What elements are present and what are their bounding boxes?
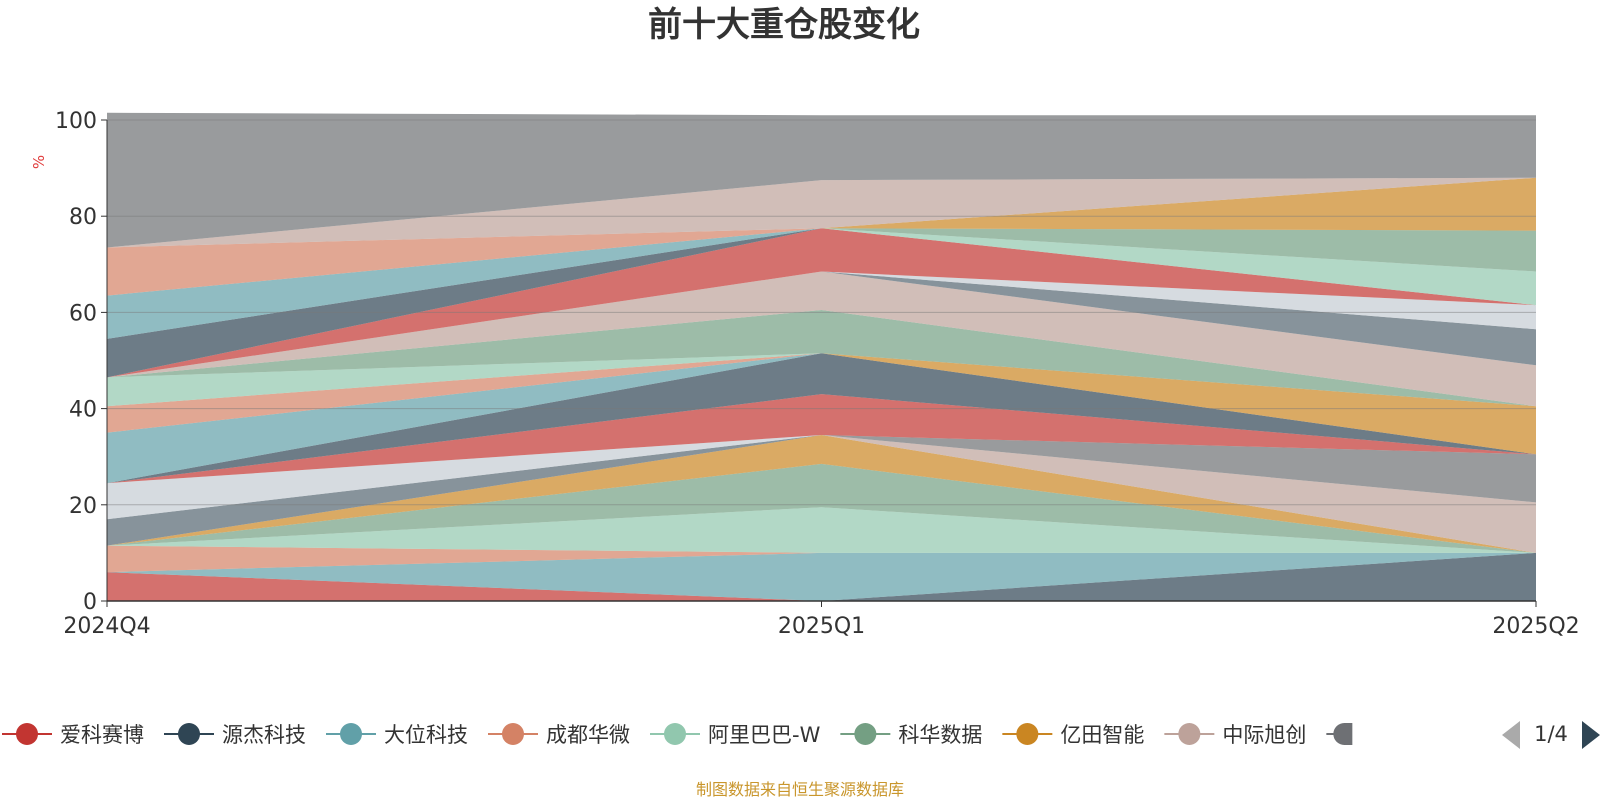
area-series-30	[107, 112, 1536, 248]
legend-label: 中际旭创	[1222, 723, 1306, 747]
legend-label: 阿里巴巴-W	[708, 723, 821, 747]
y-tick-label: 100	[55, 109, 97, 134]
area-series-18	[107, 309, 1536, 407]
legend-item[interactable]: 中际旭创	[1164, 723, 1306, 747]
stacked-areas	[107, 112, 1536, 601]
chart-title: 前十大重仓股变化	[648, 5, 920, 45]
area-series-21	[107, 271, 1536, 378]
legend-page-indicator: 1/4	[1534, 722, 1568, 746]
legend-next-page-icon[interactable]	[1582, 721, 1600, 749]
legend-item[interactable]: 科华数据	[840, 723, 982, 747]
area-series-13	[107, 353, 1536, 484]
area-series-3	[107, 552, 1536, 601]
legend-marker	[1016, 723, 1039, 745]
x-tick-label: 2024Q4	[63, 614, 150, 639]
legend-label: 亿田智能	[1060, 723, 1144, 747]
y-tick-label: 80	[69, 205, 97, 230]
area-series-10	[107, 435, 1536, 546]
legend-label: 大位科技	[384, 723, 468, 747]
area-series-9	[107, 435, 1536, 546]
legend-marker	[1333, 723, 1353, 745]
legend-item[interactable]: 源杰科技	[164, 723, 306, 747]
legend-marker	[502, 723, 524, 745]
area-series-17	[107, 353, 1536, 407]
y-axis-unit: %	[30, 155, 48, 169]
legend-marker	[1178, 723, 1201, 745]
area-series-27	[107, 228, 1536, 296]
area-series-16	[107, 353, 1536, 455]
y-tick-label: 20	[69, 494, 97, 519]
legend-item[interactable]: 亿田智能	[1002, 723, 1144, 747]
area-series-8	[107, 435, 1536, 553]
area-series-25	[107, 228, 1536, 339]
legend-label: 源杰科技	[222, 723, 306, 747]
legend-marker	[178, 723, 200, 745]
x-tick-label: 2025Q2	[1492, 614, 1579, 639]
legend-item[interactable]: 阿里巴巴-W	[650, 723, 821, 747]
legend-marker	[664, 723, 686, 745]
legend-marker	[854, 723, 877, 745]
area-series-26	[107, 228, 1536, 296]
y-tick-label: 0	[83, 590, 97, 615]
area-series-24	[107, 228, 1536, 378]
area-series-4	[107, 545, 1536, 573]
area-series-29	[107, 177, 1536, 248]
area-series-6	[107, 463, 1536, 553]
source-note: 制图数据来自恒生聚源数据库	[696, 780, 904, 799]
legend-item[interactable]: 成都华微	[488, 723, 630, 747]
legend-item[interactable]: 大位科技	[326, 723, 468, 747]
axes: 0 20 40 60 80 100 2024Q4 2025Q1 2025Q2	[55, 109, 1580, 639]
area-series-14	[107, 353, 1536, 484]
area-series-2	[107, 552, 1536, 601]
area-series-23	[107, 228, 1536, 378]
legend-marker	[16, 723, 38, 745]
area-series-19	[107, 271, 1536, 407]
area-series-20	[107, 271, 1536, 378]
legend-prev-page-icon[interactable]	[1502, 721, 1520, 749]
y-tick-label: 40	[69, 398, 97, 423]
legend-label: 爱科赛博	[60, 723, 144, 747]
legend-marker	[340, 723, 362, 745]
legend-label: 成都华微	[546, 723, 630, 747]
legend-label: 科华数据	[898, 723, 982, 747]
legend-item-partial[interactable]	[1326, 723, 1353, 745]
area-series-5	[107, 507, 1536, 553]
x-tick-label: 2025Q1	[778, 614, 865, 639]
y-tick-label: 60	[69, 301, 97, 326]
gridlines	[107, 119, 1536, 506]
area-series-28	[107, 177, 1536, 248]
legend-item[interactable]: 爱科赛博	[2, 723, 144, 747]
area-series-11	[107, 435, 1536, 520]
area-series-1	[107, 572, 1536, 601]
area-series-22	[107, 228, 1536, 378]
area-series-7	[107, 435, 1536, 553]
area-series-12	[107, 394, 1536, 484]
legend[interactable]: 爱科赛博 源杰科技 大位科技 成都华微 阿里巴巴-W 科华数据 亿田智能 中际旭创 1/4	[2, 721, 1600, 749]
